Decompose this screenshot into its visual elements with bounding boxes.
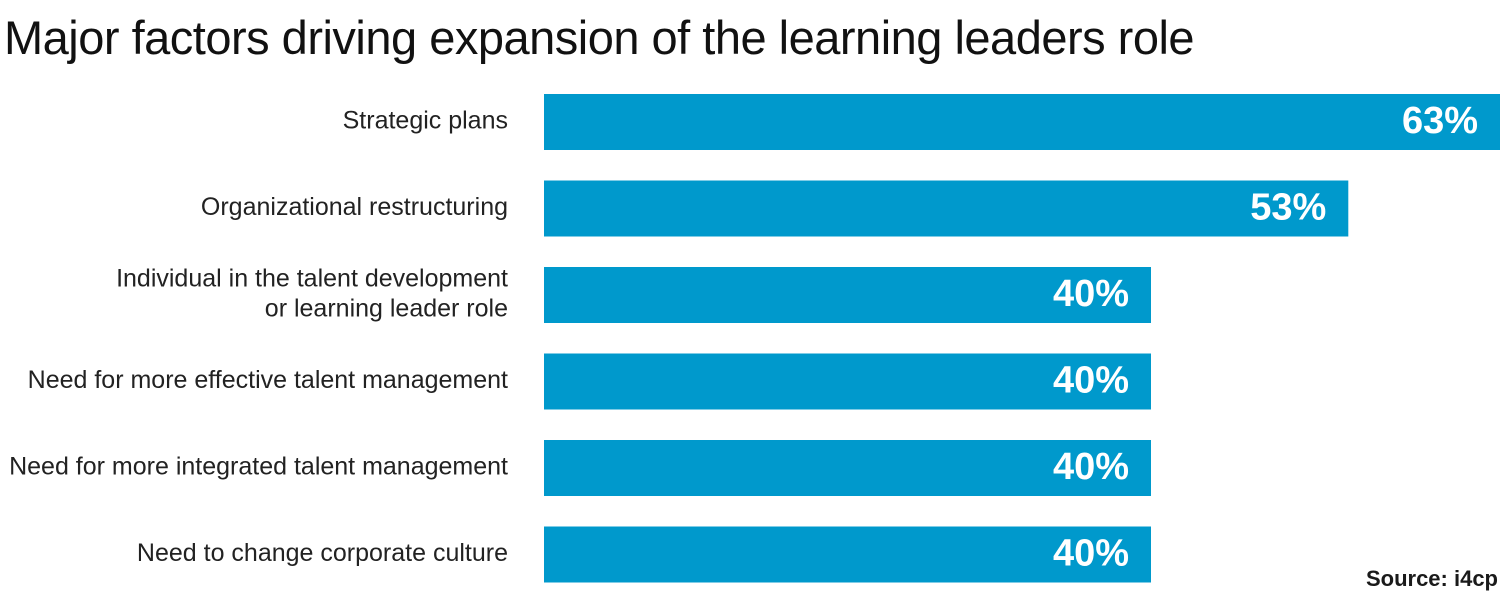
chart-title: Major factors driving expansion of the l… bbox=[4, 11, 1195, 64]
value-label-4: 40% bbox=[1053, 446, 1129, 488]
source-note: Source: i4cp bbox=[1365, 566, 1498, 591]
category-label-2-line-0: Individual in the talent development bbox=[116, 265, 508, 293]
bar-1 bbox=[544, 180, 1349, 237]
value-label-5: 40% bbox=[1053, 533, 1129, 575]
category-label-2-line-1: or learning leader role bbox=[265, 295, 508, 323]
bar-5 bbox=[544, 526, 1151, 583]
category-label-3: Need for more effective talent managemen… bbox=[28, 366, 508, 394]
category-label-4: Need for more integrated talent manageme… bbox=[9, 453, 508, 481]
value-label-3: 40% bbox=[1053, 360, 1129, 402]
category-label-1: Organizational restructuring bbox=[201, 193, 508, 221]
bar-0 bbox=[544, 94, 1500, 150]
category-label-0: Strategic plans bbox=[343, 107, 508, 135]
bar-3 bbox=[544, 353, 1151, 410]
value-label-2: 40% bbox=[1053, 273, 1129, 315]
bar-2 bbox=[544, 267, 1151, 323]
category-label-5: Need to change corporate culture bbox=[137, 539, 508, 567]
bar-4 bbox=[544, 440, 1151, 496]
value-label-1: 53% bbox=[1250, 187, 1326, 229]
value-label-0: 63% bbox=[1402, 100, 1478, 142]
